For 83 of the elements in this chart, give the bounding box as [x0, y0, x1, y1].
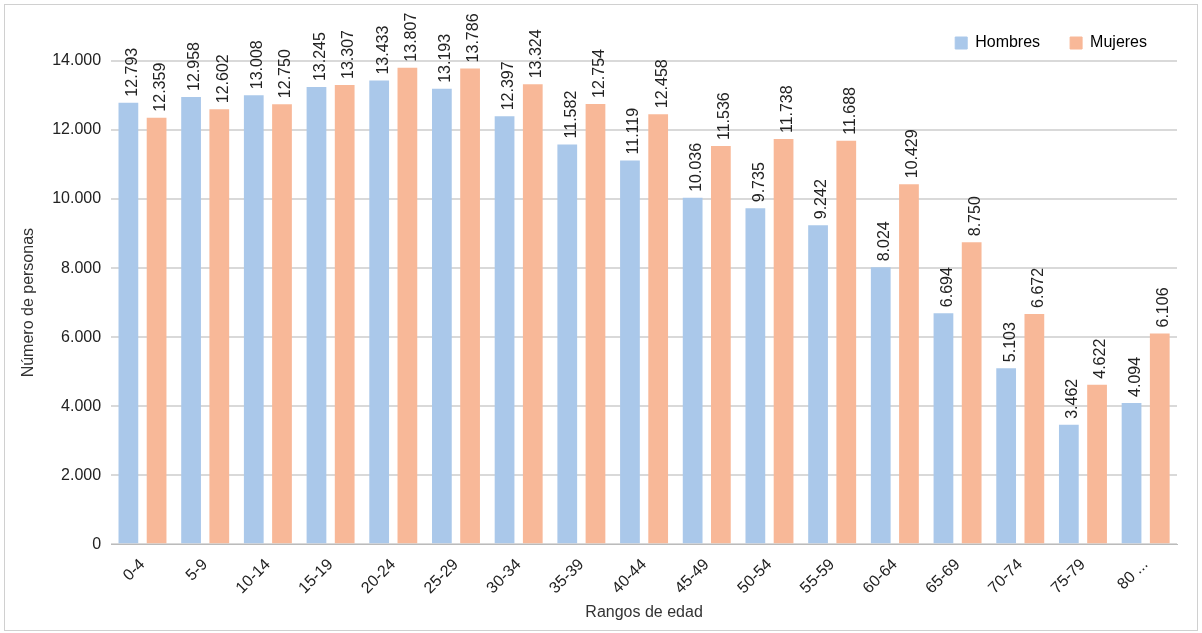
- bar: [808, 225, 828, 544]
- data-label: 13.193: [436, 33, 454, 83]
- bar: [522, 84, 543, 544]
- bar: [1024, 313, 1045, 544]
- y-tick-label: 14.000: [52, 51, 102, 69]
- data-label: 5.103: [1000, 321, 1018, 363]
- data-label: 12.793: [122, 47, 140, 97]
- bar: [181, 96, 201, 544]
- bar: [494, 116, 515, 544]
- data-label: 11.738: [777, 85, 795, 134]
- bar: [460, 68, 480, 544]
- data-label: 12.754: [589, 48, 607, 99]
- data-label: 13.807: [401, 12, 419, 62]
- data-label: 12.750: [276, 49, 294, 99]
- bar: [272, 104, 292, 544]
- data-label: 12.458: [652, 59, 670, 109]
- bar: [243, 95, 264, 544]
- y-tick-label: 2.000: [61, 465, 102, 483]
- data-label: 12.602: [213, 54, 231, 104]
- bar: [1058, 424, 1079, 544]
- bar: [711, 146, 731, 544]
- data-label: 4.622: [1091, 338, 1109, 379]
- data-label: 10.036: [687, 142, 705, 192]
- data-label: 3.462: [1063, 378, 1081, 419]
- bar: [899, 184, 919, 544]
- bar: [557, 144, 578, 544]
- data-label: 6.106: [1154, 287, 1172, 328]
- data-label: 6.672: [1028, 267, 1046, 308]
- data-label: 13.245: [310, 32, 328, 82]
- bar: [1121, 402, 1142, 544]
- data-label: 13.008: [248, 40, 266, 90]
- bar: [961, 242, 982, 544]
- data-label: 8.024: [875, 221, 893, 262]
- bar: [118, 102, 139, 544]
- bar: [933, 313, 954, 544]
- y-tick-label: 12.000: [52, 120, 102, 138]
- data-label: 12.397: [498, 61, 516, 111]
- bar: [585, 104, 606, 544]
- data-label: 12.958: [185, 41, 203, 91]
- data-label: 13.433: [373, 25, 391, 75]
- bar: [870, 267, 891, 544]
- bar: [682, 197, 703, 544]
- y-tick-label: 10.000: [52, 189, 102, 207]
- bar: [397, 67, 418, 544]
- bar: [773, 139, 794, 544]
- data-label: 10.429: [903, 129, 921, 179]
- data-label: 11.688: [840, 86, 858, 135]
- data-label: 8.750: [966, 196, 984, 237]
- data-label: 13.307: [339, 29, 357, 79]
- bar: [209, 109, 230, 544]
- bar: [146, 117, 167, 544]
- data-label: 4.094: [1125, 356, 1143, 397]
- data-label: 13.786: [464, 13, 482, 63]
- x-tick-label: 5-9: [182, 555, 211, 584]
- data-label: 13.324: [527, 29, 545, 79]
- y-tick-label: 6.000: [61, 327, 102, 345]
- bar: [620, 160, 640, 544]
- y-axis-title: Número de personas: [19, 227, 37, 378]
- data-label: 11.536: [715, 92, 733, 141]
- x-tick-label: 0-4: [119, 555, 148, 584]
- data-label: 11.582: [561, 90, 579, 139]
- legend-label: Mujeres: [1090, 33, 1147, 51]
- x-tick-label: 80 ...: [1113, 555, 1151, 593]
- y-tick-label: 0: [92, 534, 102, 552]
- bar: [745, 208, 766, 544]
- y-tick-label: 8.000: [61, 258, 102, 276]
- bar: [431, 88, 452, 544]
- bar: [369, 80, 390, 544]
- data-label: 6.694: [937, 267, 955, 308]
- data-label: 9.242: [812, 179, 830, 220]
- x-axis-title: Rangos de edad: [585, 602, 703, 620]
- data-label: 11.119: [624, 107, 642, 155]
- bar: [648, 114, 669, 544]
- bar: [836, 140, 857, 544]
- bar: [996, 368, 1017, 544]
- bar: [334, 84, 355, 544]
- legend-label: Hombres: [975, 33, 1041, 51]
- data-label: 12.359: [151, 62, 168, 112]
- data-label: 9.735: [749, 162, 767, 203]
- bar: [306, 87, 327, 544]
- bar: [1149, 333, 1170, 544]
- y-tick-label: 4.000: [61, 396, 102, 414]
- bar: [1087, 384, 1107, 544]
